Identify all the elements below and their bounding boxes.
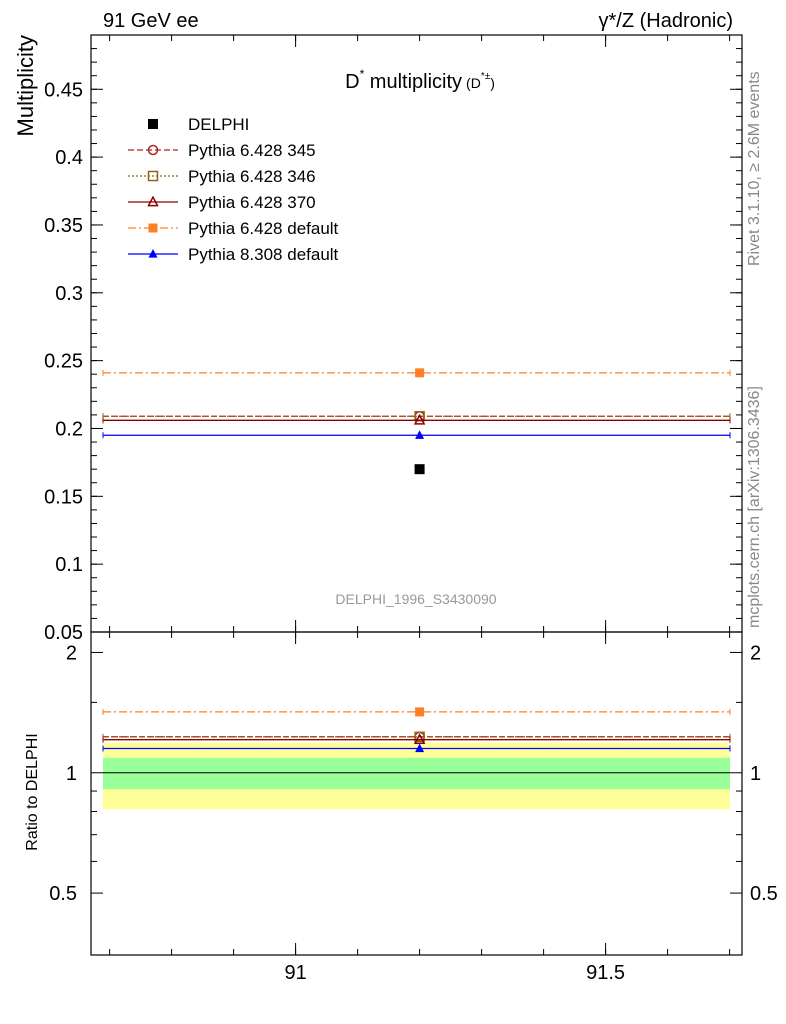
- main-ytick-label: 0.4: [55, 147, 83, 169]
- legend-entry-p6def: Pythia 6.428 default: [188, 219, 339, 238]
- main-ytick-label: 0.2: [55, 418, 83, 440]
- ratio-y-axis-label: Ratio to DELPHI: [24, 733, 41, 850]
- legend-marker-p370: [147, 195, 159, 207]
- ratio-ytick-label-left: 2: [66, 642, 77, 664]
- main-ytick-label: 0.35: [44, 215, 83, 237]
- main-ytick-label: 0.15: [44, 486, 83, 508]
- ratio-point-p6def: [415, 707, 425, 717]
- main-title: D* multiplicity (D*±): [345, 67, 495, 93]
- ratio-frame: [90, 631, 743, 956]
- ratio-ytick-label-left: 0.5: [49, 883, 77, 905]
- ratio-point-p370: [413, 733, 426, 745]
- main-ytick-label: 0.05: [44, 622, 83, 644]
- header-left: 91 GeV ee: [103, 10, 199, 32]
- legend-entry-p370: Pythia 6.428 370: [188, 193, 316, 212]
- legend: DELPHI Pythia 6.428 345 Pythia 6.428 346 Py…: [128, 115, 339, 264]
- ratio-point-p346: [414, 731, 425, 743]
- main-y-axis-label: Multiplicity: [13, 35, 38, 136]
- main-ytick-label: 0.3: [55, 283, 83, 305]
- legend-marker-p345: [147, 144, 159, 156]
- ratio-panel: 0.5 0.5 1 1 2 2 91 91.5: [49, 631, 778, 984]
- ratio-ytick-label-left: 1: [66, 763, 77, 785]
- data-uncertainty-band-inner: [103, 757, 730, 790]
- legend-entry-p8def: Pythia 8.308 default: [188, 245, 339, 264]
- analysis-id-label: DELPHI_1996_S3430090: [335, 591, 496, 607]
- legend-marker-data: [148, 119, 158, 129]
- xtick-label: 91: [284, 962, 306, 984]
- legend-marker-p6def: [148, 223, 158, 233]
- legend-entry-data: DELPHI: [188, 115, 249, 134]
- ratio-ytick-label-right: 2: [750, 642, 761, 664]
- main-ytick-label: 0.25: [44, 351, 83, 373]
- rivet-version-label: Rivet 3.1.10, ≥ 2.6M events: [746, 71, 763, 266]
- data-point-data: [414, 464, 425, 475]
- ratio-point-p8def: [415, 743, 425, 753]
- legend-marker-p8def: [148, 249, 158, 258]
- header-right: γ*/Z (Hadronic): [599, 10, 733, 32]
- ratio-ytick-label-right: 0.5: [750, 883, 778, 905]
- ratio-ytick-label-right: 1: [750, 763, 761, 785]
- xtick-label: 91.5: [586, 962, 625, 984]
- main-ytick-label: 0.45: [44, 79, 83, 101]
- main-ytick-label: 0.1: [55, 554, 83, 576]
- data-point-p8def: [415, 430, 425, 439]
- data-point-p6def: [415, 368, 425, 378]
- main-panel: 0.05 0.1 0.15 0.2 0.25 0.3 0.35 0.4 0.45 DELPHI Py…: [44, 34, 743, 644]
- legend-marker-p346: [147, 170, 159, 182]
- legend-entry-p345: Pythia 6.428 345: [188, 141, 316, 160]
- mcplots-credit-label: mcplots.cern.ch [arXiv:1306.3436]: [746, 386, 763, 628]
- data-point-p370: [413, 413, 426, 425]
- legend-entry-p346: Pythia 6.428 346: [188, 167, 316, 186]
